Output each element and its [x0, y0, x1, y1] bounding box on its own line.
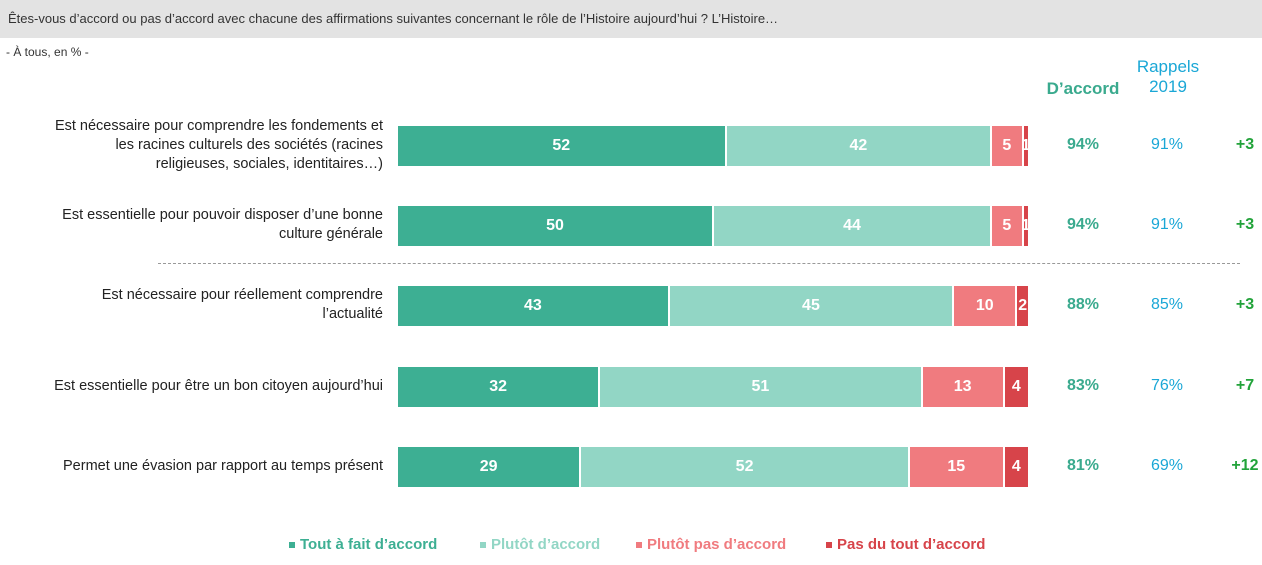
- data-label: 5: [1002, 137, 1012, 154]
- category-label: Est essentielle pour pouvoir disposer d’…: [0, 206, 383, 244]
- column-header-rappels-line2: 2019: [1149, 77, 1187, 96]
- accord-total: 81%: [1066, 457, 1100, 474]
- legend-item: Plutôt pas d’accord: [636, 536, 786, 553]
- category-label: Est nécessaire pour comprendre les fonde…: [0, 117, 383, 174]
- category-label-line: Est nécessaire pour réellement comprendr…: [101, 287, 383, 303]
- stacked-bar-chart: 524251504451434510232511342952154: [398, 0, 1038, 565]
- legend-label: Pas du tout d’accord: [837, 536, 986, 553]
- data-label: 1: [1024, 137, 1028, 155]
- category-label-line: religieuses, sociales, identitaires…): [155, 155, 383, 172]
- data-label: 45: [802, 297, 820, 314]
- evolution-value: +3: [1235, 296, 1255, 313]
- bar-segment: 52: [398, 126, 727, 166]
- bar-segment: 45: [669, 286, 955, 326]
- legend-label: Plutôt d’accord: [491, 536, 601, 553]
- bar-segment: 32: [398, 367, 601, 407]
- accord-total: 94%: [1066, 136, 1100, 153]
- bar-segment: 42: [726, 126, 993, 166]
- legend-label: Plutôt pas d’accord: [647, 536, 787, 553]
- category-label-line: Est essentielle pour pouvoir disposer d’…: [62, 207, 383, 223]
- bar-segment: 1: [1023, 126, 1030, 166]
- bar-segment: 10: [954, 286, 1018, 326]
- column-header-rappels-line1: Rappels: [1136, 57, 1200, 76]
- accord-total: 88%: [1066, 296, 1100, 313]
- data-label: 2: [1018, 297, 1028, 314]
- bar-segment: 44: [714, 206, 993, 246]
- base-note: - À tous, en % -: [6, 45, 89, 59]
- legend-label: Tout à fait d’accord: [300, 536, 438, 553]
- bar-segment: 2: [1017, 286, 1030, 326]
- legend-swatch: [636, 541, 642, 548]
- bar-segment: 1: [1023, 206, 1030, 246]
- data-label: 29: [479, 458, 498, 475]
- evolution-value: +3: [1235, 136, 1255, 153]
- accord-total: 94%: [1066, 216, 1100, 233]
- data-label: 4: [1011, 458, 1021, 475]
- data-label: 1: [1024, 217, 1028, 235]
- question-text: Êtes-vous d’accord ou pas d’accord avec …: [8, 11, 779, 26]
- bar-segment: 15: [909, 447, 1005, 487]
- column-header-accord: D’accord: [1046, 79, 1120, 98]
- legend-swatch: [480, 541, 486, 548]
- bar-segment: 52: [581, 447, 910, 487]
- data-label: 5: [1002, 217, 1012, 234]
- category-label-line: culture générale: [279, 226, 383, 242]
- legend-item: Tout à fait d’accord: [289, 536, 437, 553]
- accord-total: 83%: [1066, 377, 1100, 394]
- data-label: 42: [849, 137, 868, 154]
- category-label: Est essentielle pour être un bon citoyen…: [0, 377, 383, 396]
- bar-segment: 29: [398, 447, 582, 487]
- data-label: 15: [947, 458, 966, 475]
- legend-swatch: [289, 541, 295, 548]
- rappel-2019: 76%: [1150, 377, 1184, 394]
- data-label: 51: [751, 378, 770, 395]
- rappel-2019: 85%: [1150, 296, 1184, 313]
- category-label-line: Permet une évasion par rapport au temps …: [63, 457, 383, 474]
- data-label: 52: [552, 137, 571, 154]
- legend-item: Plutôt d’accord: [480, 536, 600, 553]
- column-header-rappels: Rappels 2019: [1118, 57, 1218, 97]
- data-label: 4: [1011, 378, 1021, 395]
- data-label: 13: [953, 378, 972, 395]
- bar-segment: 51: [600, 367, 923, 407]
- bar-segment: 43: [398, 286, 670, 326]
- group-separator: [158, 263, 1240, 264]
- bar-segment: 4: [1004, 447, 1030, 487]
- question-banner: Êtes-vous d’accord ou pas d’accord avec …: [0, 0, 1262, 38]
- category-label-line: l’actualité: [322, 306, 383, 322]
- evolution-value: +3: [1235, 216, 1255, 233]
- category-label: Permet une évasion par rapport au temps …: [0, 457, 383, 476]
- rappel-2019: 69%: [1150, 457, 1184, 474]
- data-label: 52: [735, 458, 754, 475]
- category-label-line: Est nécessaire pour comprendre les fonde…: [54, 117, 383, 134]
- rappel-2019: 91%: [1150, 136, 1184, 153]
- legend-item: Pas du tout d’accord: [826, 536, 985, 553]
- data-label: 50: [546, 217, 564, 234]
- category-label: Est nécessaire pour réellement comprendr…: [0, 286, 383, 324]
- legend-swatch: [826, 541, 832, 548]
- bar-segment: 5: [992, 206, 1024, 246]
- category-label-line: Est essentielle pour être un bon citoyen…: [54, 377, 383, 394]
- bar-segment: 13: [922, 367, 1005, 407]
- data-label: 32: [489, 378, 508, 395]
- rappel-2019: 91%: [1150, 216, 1184, 233]
- chart-legend: Tout à fait d’accord Plutôt d’accord Plutô…: [0, 536, 1262, 558]
- bar-segment: 50: [398, 206, 714, 246]
- bar-segment: 4: [1004, 367, 1030, 407]
- category-label-line: les racines culturels des sociétés (raci…: [115, 136, 383, 153]
- bar-segment: 5: [992, 126, 1024, 166]
- data-label: 44: [843, 217, 861, 234]
- data-label: 10: [975, 297, 994, 314]
- evolution-value: +7: [1235, 377, 1255, 394]
- evolution-value: +12: [1231, 457, 1259, 474]
- data-label: 43: [523, 297, 542, 314]
